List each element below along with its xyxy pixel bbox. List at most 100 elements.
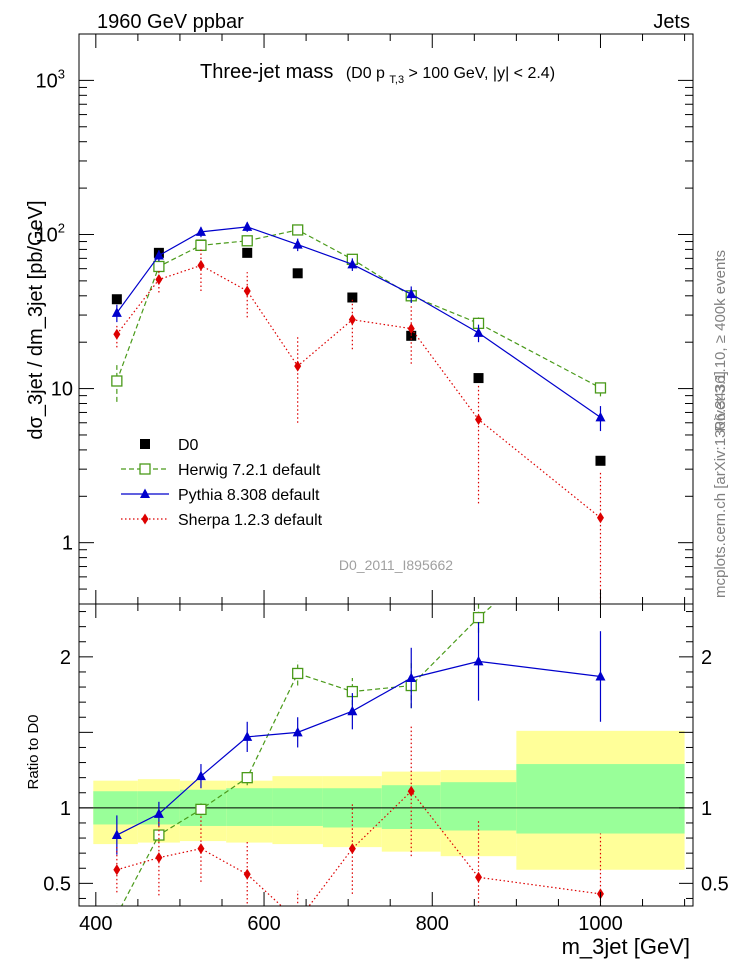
main-pythia-point <box>473 327 484 337</box>
main-pythia-point <box>242 221 253 231</box>
main-sherpa-point <box>596 512 604 524</box>
main-d0-point <box>406 330 417 341</box>
main-d0-point <box>595 455 606 466</box>
legend-herwig-label: Herwig 7.2.1 default <box>178 462 321 479</box>
main-d0-point <box>292 268 303 279</box>
ratio-y-axis-tick-label-right: 2 <box>701 647 712 669</box>
legend-herwig-marker <box>139 463 151 475</box>
legend-pythia-label: Pythia 8.308 default <box>178 487 320 504</box>
main-herwig-point <box>594 382 607 394</box>
ratio-herwig-point <box>292 667 304 680</box>
main-sherpa-point <box>243 285 251 297</box>
ratio-y-axis-tick-label-right: 1 <box>701 798 712 820</box>
main-herwig-line <box>116 229 601 389</box>
main-series-group <box>111 221 607 604</box>
legend: D0 Herwig 7.2.1 default Pythia 8.308 defau… <box>121 437 323 529</box>
ratio-sherpa-point <box>475 871 483 883</box>
ratio-y-axis-tick-label-left: 1 <box>60 798 71 820</box>
legend-sherpa-label: Sherpa 1.2.3 default <box>178 512 323 529</box>
ratio-plot-frame <box>78 603 694 907</box>
main-y-axis-tick-label: 102 <box>36 220 65 246</box>
ratio-pythia-point <box>595 670 606 681</box>
main-sherpa-point <box>348 314 356 326</box>
ratio-pythia-point <box>195 770 206 781</box>
ratio-pythia-point <box>473 655 484 666</box>
chart-subtitle-post: > 100 GeV, |y| < 2.4) <box>409 65 555 82</box>
main-pythia-point <box>347 258 358 269</box>
ratio-band-inner <box>272 788 323 826</box>
ratio-sherpa-point <box>407 785 415 797</box>
x-axis-tick-label: 400 <box>79 913 112 935</box>
main-sherpa-point <box>197 259 205 271</box>
ratio-pythia-point <box>242 731 253 741</box>
main-d0-point <box>347 292 358 303</box>
main-pythia-point <box>111 307 122 317</box>
chart-subtitle-sub: T,3 <box>389 74 404 86</box>
ratio-herwig-point <box>472 611 485 624</box>
main-y-axis-tick-label: 10 <box>51 379 73 401</box>
ratio-herwig-point <box>195 803 207 816</box>
ratio-y-axis-tick-label-left: 0.5 <box>43 873 71 895</box>
ratio-herwig-line <box>120 604 495 906</box>
ratio-band-inner <box>226 788 273 826</box>
main-pythia-point <box>406 288 417 299</box>
chart-subtitle-pre: (D0 p <box>346 65 385 82</box>
ratio-y-axis-tick-label-left: 2 <box>60 647 71 669</box>
main-pythia-line <box>116 226 601 418</box>
x-axis-tick-label: 1000 <box>578 913 623 935</box>
main-sherpa-point <box>294 360 302 372</box>
main-sherpa-point <box>407 323 415 335</box>
header-right: Jets <box>653 11 690 33</box>
main-y-axis-label: dσ_3jet / dm_3jet [pb/GeV] <box>25 200 47 439</box>
ratio-herwig-point <box>112 910 122 920</box>
mcplots-side-label: mcplots.cern.ch [arXiv:1306.3436] <box>712 371 729 598</box>
rivet-side-label: Rivet 3.1.10, ≥ 400k events <box>712 250 729 432</box>
ratio-band-inner <box>440 782 517 831</box>
ratio-sherpa-point <box>348 843 356 855</box>
ratio-pythia-point <box>292 726 303 737</box>
ratio-herwig-point <box>241 772 253 784</box>
ratio-sherpa-point <box>155 852 163 864</box>
ratio-y-axis-label: Ratio to D0 <box>25 714 42 789</box>
legend-sherpa-marker <box>141 513 149 525</box>
main-herwig-point <box>153 260 165 273</box>
ratio-uncertainty-bands <box>93 730 685 870</box>
main-sherpa-point <box>155 274 163 286</box>
x-axis-tick-label: 600 <box>247 913 280 935</box>
header-left: 1960 GeV ppbar <box>97 11 244 33</box>
ratio-sherpa-point <box>113 864 121 876</box>
ratio-series-group <box>111 604 606 920</box>
ratio-pythia-point <box>153 808 164 818</box>
legend-d0-marker <box>140 439 150 449</box>
main-y-axis-tick-label: 103 <box>36 66 65 92</box>
main-pythia-point <box>195 226 206 236</box>
main-herwig-point <box>111 375 123 387</box>
ratio-sherpa-point <box>243 868 251 880</box>
main-pythia-point <box>153 250 164 260</box>
ratio-band-inner <box>516 764 685 834</box>
x-axis-tick-label: 800 <box>416 913 449 935</box>
main-d0-point <box>242 247 253 258</box>
main-sherpa-point <box>475 414 483 426</box>
main-pythia-point <box>292 239 303 249</box>
main-d0-point <box>111 294 122 305</box>
main-herwig-point <box>195 239 207 252</box>
main-sherpa-line <box>116 264 601 519</box>
legend-pythia-marker <box>140 488 150 498</box>
main-y-axis-tick-label: 1 <box>62 533 73 555</box>
axes-group: 400 600 800 1000 1 10 102 103 0.5 0.5 1 1 2 2 <box>36 33 729 935</box>
x-axis-label: m_3jet [GeV] <box>562 934 690 959</box>
main-herwig-point <box>241 235 253 247</box>
legend-d0-label: D0 <box>178 437 199 454</box>
ratio-pythia-point <box>347 705 358 716</box>
ratio-pythia-point <box>111 829 122 840</box>
main-d0-point <box>473 373 484 384</box>
analysis-watermark: D0_2011_I895662 <box>339 557 453 573</box>
chart-title-main: Three-jet mass <box>200 61 333 83</box>
chart-title: Three-jet mass (D0 p T,3 > 100 GeV, |y| … <box>200 61 555 87</box>
main-herwig-point <box>292 224 304 236</box>
main-sherpa-point <box>113 328 121 340</box>
ratio-y-axis-tick-label-right: 0.5 <box>701 873 729 895</box>
